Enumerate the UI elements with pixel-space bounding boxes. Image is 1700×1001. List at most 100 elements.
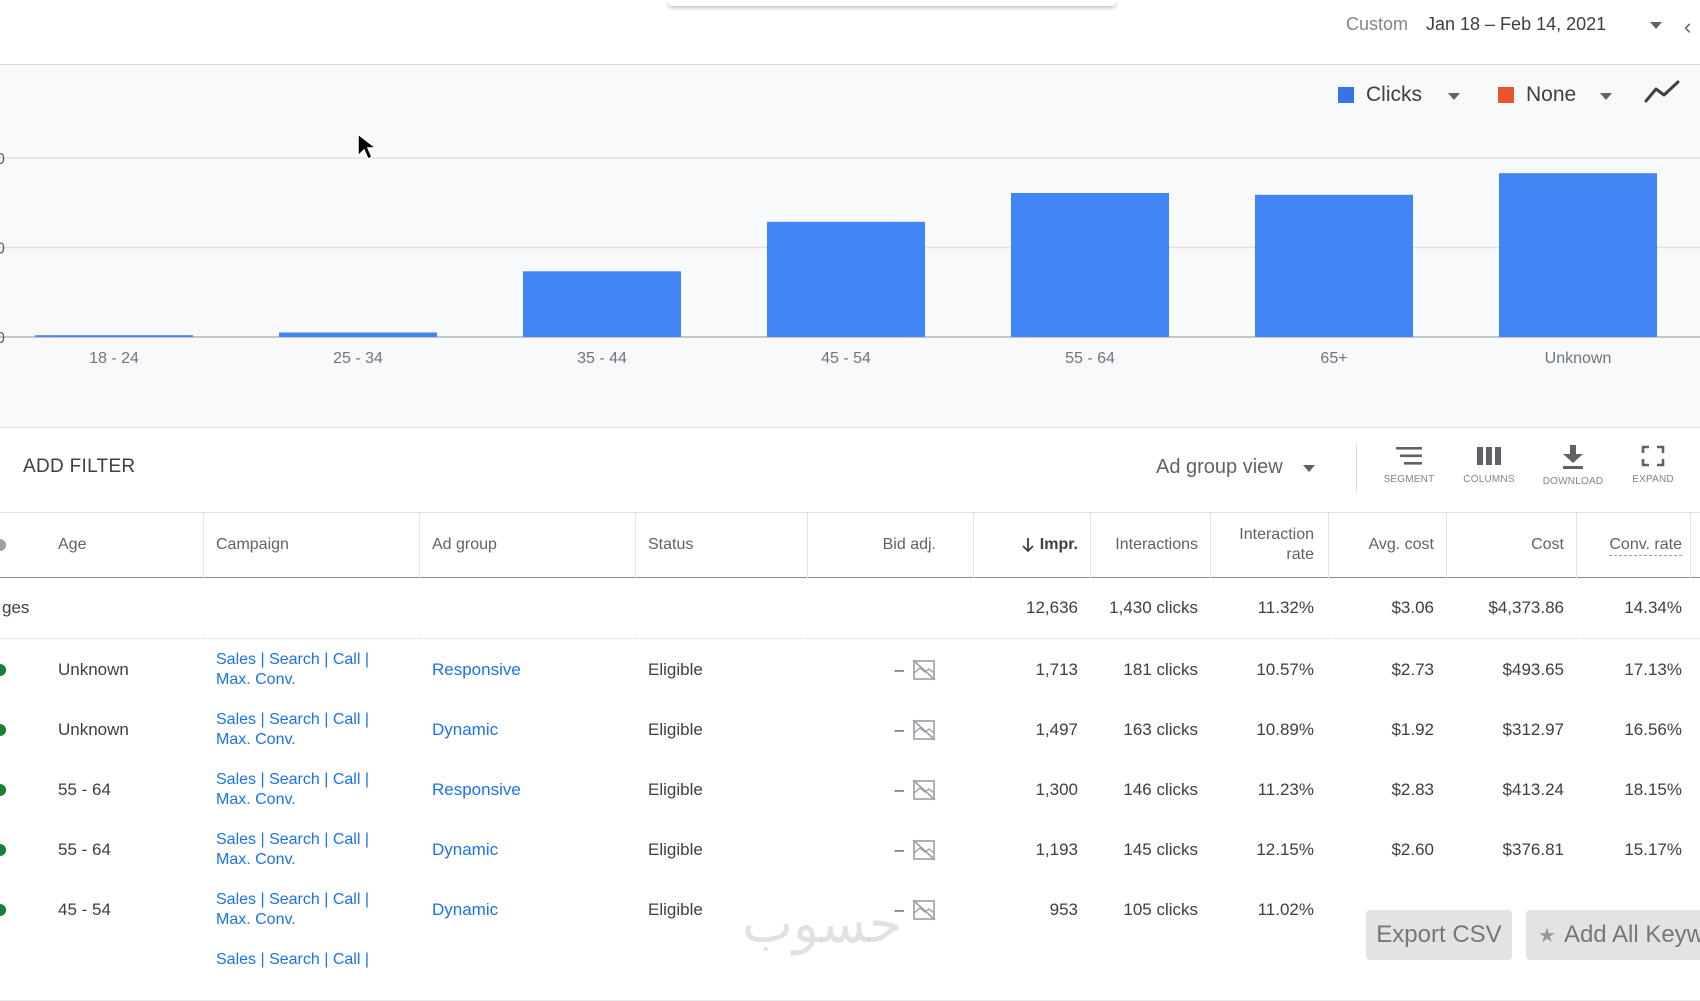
- interaction-rate-cell: 11.23%: [1257, 780, 1314, 799]
- campaign-link[interactable]: Sales | Search | Call | Max. Conv.: [216, 640, 416, 700]
- expand-button[interactable]: EXPAND: [1618, 444, 1688, 485]
- ad-group-link[interactable]: [432, 940, 622, 1000]
- age-cell: 55 - 64: [58, 780, 111, 799]
- ad-group-link[interactable]: Dynamic: [432, 840, 499, 859]
- date-range-selector[interactable]: Jan 18 – Feb 14, 2021: [1426, 14, 1607, 34]
- avg-cost-cell: $1.92: [1391, 720, 1434, 739]
- campaign-link[interactable]: Sales | Search | Call | Max. Conv.: [216, 880, 416, 940]
- download-button[interactable]: DOWNLOAD: [1538, 444, 1608, 487]
- bid-adj-cell[interactable]: –: [808, 700, 936, 760]
- view-caret-icon[interactable]: [1303, 465, 1315, 472]
- header-bid-adj[interactable]: Bid adj.: [882, 536, 936, 553]
- add-all-keywords-button[interactable]: ★ Add All Keyw: [1526, 910, 1700, 960]
- metric1-selector[interactable]: Clicks: [1366, 83, 1422, 106]
- campaign-line1: Sales | Search | Call |: [216, 891, 369, 908]
- view-selector[interactable]: Ad group view: [1156, 456, 1283, 478]
- add-filter-button[interactable]: ADD FILTER: [23, 456, 136, 477]
- ad-group-link[interactable]: Responsive: [432, 780, 521, 799]
- sort-descending-icon: [1022, 538, 1034, 553]
- ad-group-link[interactable]: Dynamic: [432, 900, 499, 919]
- x-tick-label: 18 - 24: [89, 350, 139, 367]
- metric1-swatch: [1338, 87, 1354, 103]
- status-dot-icon: [0, 784, 6, 796]
- header-interaction-rate-line1: Interaction: [1239, 526, 1314, 543]
- y-tick-label: 0: [0, 241, 5, 258]
- header-ad-group[interactable]: Ad group: [432, 536, 497, 553]
- age-cell: [58, 940, 198, 1000]
- metric2-caret-icon[interactable]: [1600, 93, 1612, 100]
- campaign-link[interactable]: Sales | Search | Call |: [216, 940, 416, 1000]
- chevron-left-icon[interactable]: ‹: [1684, 14, 1692, 39]
- avg-cost-cell: $2.73: [1391, 660, 1434, 679]
- bid-adj-value: –: [894, 900, 904, 919]
- interaction-rate-cell: 10.89%: [1256, 720, 1314, 739]
- metric2-selector[interactable]: None: [1526, 83, 1577, 106]
- status-cell: Eligible: [648, 720, 703, 739]
- table-row[interactable]: 55 - 64 Dynamic Eligible 1,193 145 clicks 12.…: [0, 820, 1700, 881]
- date-dropdown-caret-icon[interactable]: [1650, 22, 1662, 29]
- download-label: DOWNLOAD: [1542, 476, 1604, 487]
- total-impr: 12,636: [1026, 598, 1078, 617]
- impr-cell: 1,300: [1035, 780, 1078, 799]
- bar-0: [35, 335, 193, 337]
- bar-4: [1011, 193, 1169, 337]
- x-tick-label: 25 - 34: [333, 350, 383, 367]
- header-cost[interactable]: Cost: [1531, 536, 1564, 553]
- interactions-cell: 145 clicks: [1123, 840, 1198, 859]
- header-age[interactable]: Age: [58, 536, 87, 553]
- campaign-link[interactable]: Sales | Search | Call | Max. Conv.: [216, 820, 416, 880]
- campaign-line1: Sales | Search | Call |: [216, 951, 369, 968]
- cost-cell: $493.65: [1502, 660, 1564, 679]
- campaign-line2: Max. Conv.: [216, 911, 296, 928]
- header-impr[interactable]: Impr.: [980, 513, 1078, 577]
- popup-edge: [668, 0, 1116, 6]
- header-status[interactable]: Status: [648, 536, 694, 553]
- campaign-link[interactable]: Sales | Search | Call | Max. Conv.: [216, 700, 416, 760]
- ad-group-link[interactable]: Dynamic: [432, 720, 499, 739]
- trend-line-icon[interactable]: [1644, 79, 1680, 105]
- columns-button[interactable]: COLUMNS: [1454, 444, 1524, 485]
- header-interaction-rate[interactable]: Interaction rate: [1210, 513, 1314, 577]
- interaction-rate-cell: 10.57%: [1256, 660, 1314, 679]
- star-icon: ★: [1538, 924, 1556, 947]
- table-row[interactable]: Unknown Dynamic Eligible 1,497 163 clicks 10.…: [0, 700, 1700, 761]
- table-row[interactable]: 55 - 64 Responsive Eligible 1,300 146 clicks…: [0, 760, 1700, 821]
- campaign-line1: Sales | Search | Call |: [216, 651, 369, 668]
- y-tick-label: 0: [0, 330, 5, 347]
- export-csv-button[interactable]: Export CSV: [1366, 910, 1512, 960]
- conv-rate-cell: 15.17%: [1624, 840, 1682, 859]
- avg-cost-cell: $2.83: [1391, 780, 1434, 799]
- table-row[interactable]: Unknown Responsive Eligible 1,713 181 clicks…: [0, 640, 1700, 701]
- bar-2: [523, 271, 681, 337]
- x-tick-label: 35 - 44: [577, 350, 627, 367]
- ad-group-link[interactable]: Responsive: [432, 660, 521, 679]
- interaction-rate-cell: 12.15%: [1256, 840, 1314, 859]
- bar-6: [1499, 173, 1657, 337]
- interactions-cell: [1094, 940, 1198, 1000]
- bid-adj-cell[interactable]: –: [808, 760, 936, 820]
- interactions-cell: 146 clicks: [1123, 780, 1198, 799]
- header-avg-cost[interactable]: Avg. cost: [1368, 536, 1434, 553]
- download-icon: [1563, 445, 1583, 469]
- interactions-cell: 163 clicks: [1123, 720, 1198, 739]
- header-campaign[interactable]: Campaign: [216, 536, 289, 553]
- y-tick-label: 0: [0, 151, 5, 168]
- metric1-caret-icon[interactable]: [1448, 93, 1460, 100]
- conv-rate-cell: 17.13%: [1624, 660, 1682, 679]
- header-interaction-rate-line2: rate: [1286, 546, 1314, 563]
- header-conv-rate[interactable]: Conv. rate: [1578, 513, 1682, 577]
- bar-1: [279, 332, 437, 337]
- total-row: ges 12,636 1,430 clicks 11.32% $3.06 $4,…: [0, 578, 1700, 639]
- segment-button[interactable]: SEGMENT: [1374, 444, 1444, 485]
- status-dot-icon: [0, 724, 6, 736]
- bid-adj-cell[interactable]: –: [808, 880, 936, 940]
- bid-adj-cell[interactable]: –: [808, 820, 936, 880]
- header-interactions[interactable]: Interactions: [1115, 536, 1198, 553]
- bar-3: [767, 221, 925, 337]
- cost-cell: $376.81: [1502, 840, 1564, 859]
- campaign-line1: Sales | Search | Call |: [216, 831, 369, 848]
- bid-adj-cell[interactable]: –: [808, 640, 936, 700]
- campaign-link[interactable]: Sales | Search | Call | Max. Conv.: [216, 760, 416, 820]
- bid-adjustment-disabled-icon: [912, 899, 936, 921]
- segment-label: SEGMENT: [1383, 474, 1435, 485]
